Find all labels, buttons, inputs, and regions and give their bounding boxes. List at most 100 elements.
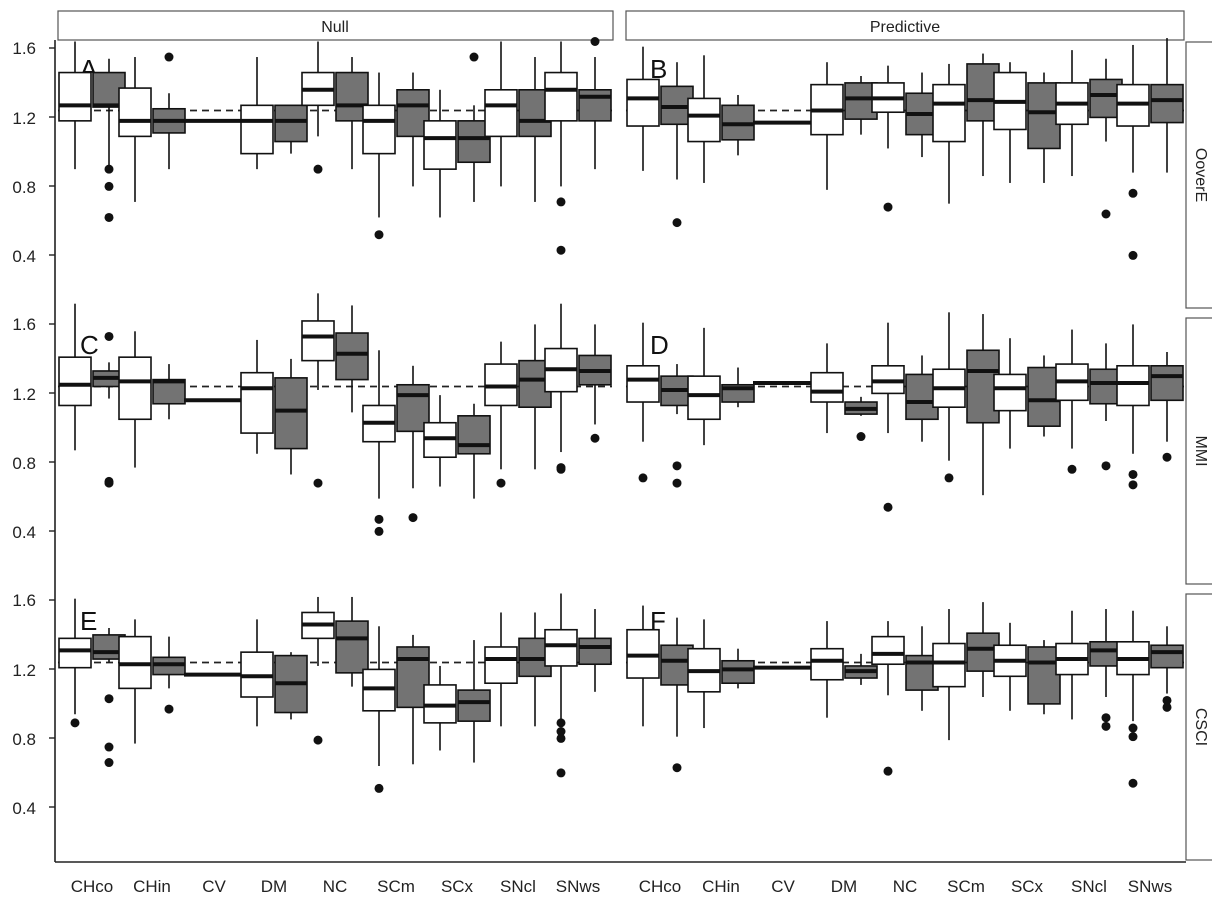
outlier-snws-white [556,197,566,207]
column-strip-null [57,10,614,41]
box-scm-white [932,83,966,143]
outlier-snws-white [1128,480,1138,490]
outlier-snws-white [1128,250,1138,260]
outlier-chco-grey [104,478,114,488]
box-chco-white [58,637,92,669]
box-scm-white [362,104,396,155]
outlier-snws-white [556,245,566,255]
outlier-snws-white [556,733,566,743]
outlier-sncl-grey [1101,713,1111,723]
box-scm-white [932,642,966,688]
x-label: NC [893,877,918,896]
x-label: SCx [441,877,474,896]
outlier-snws-white [1128,469,1138,479]
panel-letter-d: D [650,330,669,360]
outlier-snws-white [1128,778,1138,788]
box-chin-grey [152,378,186,405]
outlier-scm-white [374,230,384,240]
x-label: CHin [133,877,171,896]
column-strip-null-label: Null [321,19,349,36]
box-dm-white [240,104,274,155]
box-sncl-white [484,89,518,138]
outlier-snws-grey [1162,695,1172,705]
outlier-nc-white [313,478,323,488]
box-scx-grey [1027,366,1061,427]
box-chin-white [687,375,721,421]
x-label: SCm [947,877,985,896]
x-label: CHco [71,877,114,896]
panel-d [626,312,1184,512]
outlier-chco-grey [104,694,114,704]
outlier-nc-white [883,502,893,512]
outlier-scm-grey [408,513,418,523]
x-label: SCx [1011,877,1044,896]
box-snws-grey [1150,364,1184,402]
y-tick-label: 1.6 [12,591,36,610]
outlier-chco-grey [104,181,114,191]
box-dm-white [810,647,844,681]
panel-letter-e: E [80,606,97,636]
box-dm-grey [274,104,308,143]
panel-c [58,293,612,536]
box-chco-white [58,71,92,122]
panel-letter-c: C [80,330,99,360]
outlier-snws-white [1128,732,1138,742]
box-snws-white [544,628,578,667]
x-label: CV [202,877,226,896]
y-tick-label: 0.8 [12,730,36,749]
panel-letter-f: F [650,606,666,636]
y-tick-label: 0.4 [12,523,36,542]
outlier-dm-grey [856,432,866,442]
row-strip-mmi-label: MMI [1192,435,1209,466]
outlier-sncl-grey [1101,461,1111,471]
box-chco-white [626,78,660,127]
row-strip-mmi [1185,317,1212,585]
x-label: DM [261,877,287,896]
outlier-nc-white [313,164,323,174]
y-tick-label: 1.2 [12,661,36,680]
outlier-nc-white [883,202,893,212]
panel-e [58,593,612,793]
x-label: SCm [377,877,415,896]
box-scx-grey [457,689,491,722]
panel-f [626,602,1184,788]
panel-a [58,37,612,255]
y-tick-label: 0.4 [12,247,36,266]
outlier-nc-white [313,735,323,745]
box-nc-white [871,635,905,666]
box-scx-grey [1027,82,1061,150]
y-tick-label: 0.4 [12,799,36,818]
box-scx-grey [457,120,491,164]
outlier-nc-white [883,766,893,776]
x-label: CV [771,877,795,896]
outlier-scm-white [944,473,954,483]
box-snws-grey [578,637,612,666]
row-strip-csci [1185,593,1212,861]
outlier-scx-grey [469,52,479,62]
box-scx-grey [457,415,491,455]
x-label: DM [831,877,857,896]
outlier-chco-grey [104,212,114,222]
x-labels-null: CHco CHin CV DM NC SCm SCx SNcl SNws [71,877,600,896]
y-tick-label: 1.2 [12,385,36,404]
outlier-chco-grey [104,331,114,341]
y-tick-label: 1.2 [12,109,36,128]
box-snws-grey [578,89,612,122]
outlier-chin-grey [164,52,174,62]
outlier-chco-grey [672,461,682,471]
box-scx-white [993,373,1027,412]
box-nc-grey [335,332,369,381]
x-label: CHin [702,877,740,896]
panel-letter-b: B [650,54,667,84]
outlier-sncl-grey [1101,721,1111,731]
boxplot-marks [58,37,1184,793]
box-snws-grey [1150,83,1184,124]
outlier-chco-white [638,473,648,483]
box-dm-white [240,371,274,434]
outlier-scm-white [374,526,384,536]
row-strip-ooverE-label: OoverE [1192,148,1209,202]
y-tick-labels-row-3: 1.6 1.2 0.8 0.4 [12,591,36,818]
outlier-snws-white [556,718,566,728]
x-label: CHco [639,877,682,896]
